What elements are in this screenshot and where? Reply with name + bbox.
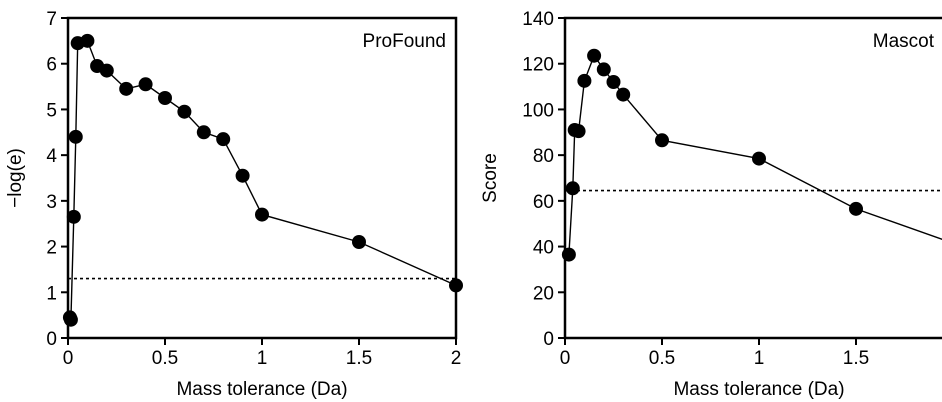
profound-y-tick-label: 4 bbox=[46, 146, 57, 167]
profound-data-point bbox=[66, 209, 81, 224]
profound-y-tick-label: 7 bbox=[46, 9, 57, 30]
mascot-x-tick-label: 1 bbox=[754, 348, 765, 369]
mascot-y-tick-label: 140 bbox=[522, 9, 554, 30]
mascot-y-tick-label: 60 bbox=[533, 192, 554, 213]
profound-y-tick-label: 6 bbox=[46, 55, 57, 76]
mascot-data-point bbox=[587, 48, 602, 63]
profound-y-tick-label: 1 bbox=[46, 283, 57, 304]
profound-y-tick-label: 5 bbox=[46, 100, 57, 121]
profound-data-point bbox=[158, 91, 172, 105]
mascot-x-tick-label: 0.5 bbox=[649, 348, 675, 369]
mascot-data-point bbox=[655, 133, 669, 148]
mascot-data-point bbox=[616, 87, 631, 102]
profound-x-tick-label: 2 bbox=[451, 348, 462, 369]
profound-data-point bbox=[63, 312, 78, 327]
mascot-y-tick-label: 0 bbox=[543, 329, 554, 350]
profound-title: ProFound bbox=[363, 31, 446, 52]
mascot-data-point bbox=[606, 75, 621, 89]
profound-data-point bbox=[177, 104, 192, 119]
mascot-panel: Mascot Mass tolerance (Da) Score 0 0.5 1 1.… bbox=[480, 9, 942, 400]
mascot-data-point bbox=[565, 181, 580, 196]
profound-data-point bbox=[449, 278, 463, 293]
profound-data-point bbox=[216, 132, 231, 147]
profound-data-point bbox=[235, 168, 250, 183]
mascot-data-point bbox=[571, 124, 586, 139]
mascot-data-point bbox=[849, 201, 863, 216]
mascot-x-tick-label: 0 bbox=[560, 348, 571, 369]
mascot-y-tick-label: 120 bbox=[522, 55, 554, 76]
mascot-data-point bbox=[577, 73, 592, 88]
mascot-plot-area bbox=[563, 16, 942, 340]
profound-data-point bbox=[352, 235, 366, 249]
mascot-data-point bbox=[561, 247, 576, 262]
profound-x-tick-label: 1.5 bbox=[346, 348, 372, 369]
profound-y-tick-label: 3 bbox=[46, 192, 57, 213]
profound-x-tick-label: 0 bbox=[63, 348, 74, 369]
profound-series-line bbox=[69, 40, 457, 320]
mascot-data-point bbox=[596, 62, 611, 77]
profound-x-tick-label: 0.5 bbox=[152, 348, 178, 369]
profound-data-point bbox=[99, 63, 114, 78]
mascot-title: Mascot bbox=[873, 31, 935, 52]
profound-data-point bbox=[80, 33, 95, 48]
profound-data-point bbox=[138, 77, 153, 92]
profound-plot-area bbox=[66, 16, 458, 340]
mascot-y-tick-label: 100 bbox=[522, 100, 554, 121]
profound-data-point bbox=[196, 125, 211, 140]
profound-y-axis-label: −log(e) bbox=[5, 148, 26, 208]
profound-panel: ProFound Mass tolerance (Da) −log(e) 0 0.… bbox=[5, 9, 463, 400]
mascot-y-tick-label: 40 bbox=[533, 238, 554, 259]
mascot-x-axis-label: Mass tolerance (Da) bbox=[673, 379, 844, 400]
profound-y-tick-label: 0 bbox=[46, 329, 57, 350]
mascot-x-tick-label: 1.5 bbox=[843, 348, 869, 369]
profound-x-tick-label: 1 bbox=[257, 348, 268, 369]
profound-data-point bbox=[68, 129, 83, 144]
profound-data-point bbox=[255, 207, 269, 222]
profound-x-axis-label: Mass tolerance (Da) bbox=[176, 379, 347, 400]
profound-y-tick-label: 2 bbox=[46, 238, 57, 259]
mascot-y-axis-label: Score bbox=[480, 153, 501, 203]
mascot-data-point bbox=[752, 151, 766, 166]
mascot-y-tick-label: 20 bbox=[533, 283, 554, 304]
profound-data-point bbox=[119, 81, 134, 96]
mascot-y-tick-label: 80 bbox=[533, 146, 554, 167]
